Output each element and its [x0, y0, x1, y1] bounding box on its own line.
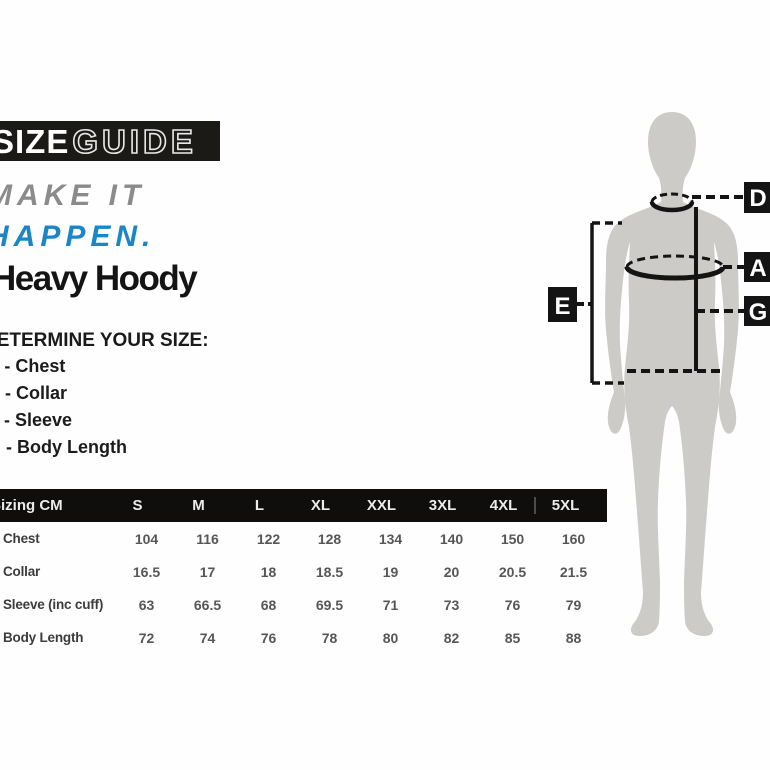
brand-logo-bar: SIZE GUIDE — [0, 121, 220, 161]
cell-value: 76 — [260, 629, 277, 646]
size-col-xxl: XXL — [366, 497, 397, 514]
collar-measure-ellipse-bottom — [649, 201, 695, 213]
section-heading: DETERMINE YOUR SIZE: — [0, 330, 209, 351]
cell-value: 160 — [561, 530, 586, 547]
body-silhouette — [605, 112, 739, 636]
product-title: Heavy Hoody — [0, 259, 198, 298]
cell-value: 140 — [439, 530, 464, 547]
row-label: Sleeve (inc cuff) — [3, 597, 104, 612]
size-table-header: Sizing CM S M L XL XXL 3XL 4XL 5XL — [0, 489, 607, 522]
cell-value: 69.5 — [315, 596, 344, 613]
chest-measure-ellipse-top — [625, 254, 725, 268]
label-letter-a: A — [749, 255, 766, 282]
cell-value: 71 — [382, 596, 399, 613]
cell-value: 66.5 — [193, 596, 222, 613]
cell-value: 128 — [317, 530, 342, 547]
body-measurement-diagram: D A G E — [540, 100, 770, 645]
size-table: Sizing CM S M L XL XXL 3XL 4XL 5XL Chest… — [0, 489, 607, 654]
label-letter-g: G — [749, 299, 768, 326]
cell-value: 17 — [199, 563, 216, 580]
size-col-m: M — [192, 497, 205, 514]
label-box-g — [744, 296, 770, 326]
cell-value: 20 — [443, 563, 460, 580]
size-table-header-label: Sizing CM — [0, 497, 63, 514]
cell-value: 21.5 — [559, 563, 588, 580]
cell-value: 73 — [443, 596, 460, 613]
cell-value: 20.5 — [498, 563, 527, 580]
label-box-a — [744, 252, 770, 282]
size-col-3xl: 3XL — [428, 497, 457, 514]
measure-key-item-sleeve: E - Sleeve — [4, 410, 73, 430]
size-col-l: L — [254, 497, 265, 514]
row-label: Chest — [3, 531, 40, 546]
label-box-e — [548, 287, 577, 322]
table-row-body-length: Body Length 72 74 76 78 80 82 85 88 — [0, 621, 607, 654]
cell-value: 116 — [196, 530, 219, 547]
cell-value: 63 — [138, 596, 155, 613]
table-row-sleeve: Sleeve (inc cuff) 63 66.5 68 69.5 71 73 … — [0, 588, 607, 621]
cell-value: 76 — [504, 596, 521, 613]
measure-key-item-chest: A - Chest — [4, 356, 66, 376]
size-col-4xl: 4XL — [489, 497, 518, 514]
chest-measure-ellipse-bottom — [624, 266, 726, 281]
brand-logo-size: SIZE — [0, 122, 70, 160]
collar-measure-ellipse-top — [650, 192, 694, 203]
cell-value: 88 — [565, 629, 582, 646]
cell-value: 18.5 — [315, 563, 344, 580]
cell-value: 74 — [199, 629, 216, 646]
cell-value: 150 — [500, 530, 525, 547]
table-row-chest: Chest 104 116 122 128 134 140 150 160 — [0, 522, 607, 555]
cell-value: 16.5 — [132, 563, 161, 580]
label-letter-d: D — [749, 185, 766, 212]
label-box-d — [744, 182, 770, 213]
cell-value: 79 — [565, 596, 582, 613]
cell-value: 68 — [260, 596, 277, 613]
size-col-5xl: 5XL — [534, 497, 595, 514]
row-label: Body Length — [3, 630, 84, 645]
brand-tagline-line1: MAKE IT — [0, 179, 146, 212]
size-col-s: S — [132, 497, 143, 514]
cell-value: 82 — [443, 629, 460, 646]
measure-key-item-body-length: G - Body Length — [0, 437, 127, 457]
label-letter-e: E — [554, 293, 570, 320]
cell-value: 19 — [382, 563, 399, 580]
row-label: Collar — [3, 564, 41, 579]
measure-key-item-collar: D - Collar — [5, 383, 68, 403]
brand-tagline-line2: HAPPEN. — [0, 220, 156, 253]
cell-value: 134 — [378, 530, 403, 547]
cell-value: 85 — [504, 629, 521, 646]
cell-value: 72 — [138, 629, 155, 646]
table-row-collar: Collar 16.5 17 18 18.5 19 20 20.5 21.5 — [0, 555, 607, 588]
brand-logo-guide: GUIDE — [72, 122, 197, 160]
cell-value: 80 — [382, 629, 399, 646]
cell-value: 18 — [260, 563, 277, 580]
cell-value: 104 — [134, 530, 159, 547]
cell-value: 78 — [321, 629, 338, 646]
cell-value: 122 — [256, 530, 281, 547]
size-col-xl: XL — [310, 497, 331, 514]
